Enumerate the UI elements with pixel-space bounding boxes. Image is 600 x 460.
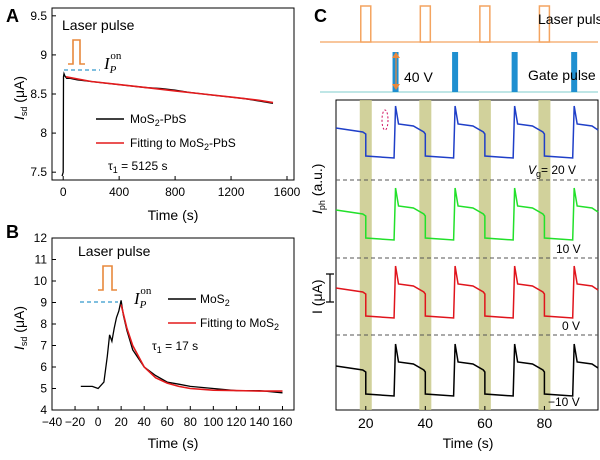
laser-band-3 xyxy=(538,100,551,410)
panel-a-tau: τ1 = 5125 s xyxy=(108,159,167,175)
panel-c-gate-label: Gate pulse xyxy=(528,67,596,83)
panel-b-pulse-icon xyxy=(98,265,117,291)
gate-pulse-2 xyxy=(511,52,518,92)
panel-c-series-label-0: Vg= 20 V xyxy=(528,163,576,179)
panel-a-legend-label-0: MoS2-PbS xyxy=(130,112,186,128)
panel-c-xlabel: Time (s) xyxy=(443,435,494,451)
panel-b-xtick-6: 80 xyxy=(184,415,198,429)
panel-b-series-1 xyxy=(120,304,283,392)
panel-a: A 0 400 800 1200 1600 7.5 8 8.5 9 9.5 Laser pulse… xyxy=(6,6,301,223)
gate-pulse-3 xyxy=(571,52,578,92)
panel-a-xtick-4: 1600 xyxy=(274,185,301,199)
laser-band-0 xyxy=(359,100,372,410)
panel-c-series-label-1: 10 V xyxy=(556,242,581,256)
panel-b-xtick-8: 120 xyxy=(226,415,246,429)
panel-c-xtick-2: 60 xyxy=(477,415,493,431)
panel-b-xtick-1: −20 xyxy=(65,415,86,429)
panel-b-xtick-5: 60 xyxy=(161,415,175,429)
panel-a-ytick-0: 7.5 xyxy=(30,165,47,179)
panel-b-ytick-6: 10 xyxy=(34,274,48,288)
panel-b-ytick-8: 12 xyxy=(34,231,48,245)
panel-b-ylabel: Isd (μA) xyxy=(11,306,29,350)
panel-b-legend-label-1: Fitting to MoS2 xyxy=(200,316,279,332)
panel-c-xtick-0: 20 xyxy=(358,415,374,431)
panel-c-highlight-ellipse xyxy=(381,109,389,131)
trace-2 xyxy=(335,265,599,319)
laser-pulse-1 xyxy=(419,5,432,43)
panel-c-series-label-2: 0 V xyxy=(562,319,580,333)
panel-b-ytick-0: 4 xyxy=(40,403,47,417)
panel-b-xtick-7: 100 xyxy=(203,415,223,429)
panel-c-letter: C xyxy=(314,6,327,26)
panel-c-series-label-3: −10 V xyxy=(548,395,580,409)
panel-b-tau: τ1 = 17 s xyxy=(152,339,198,355)
laser-band-2 xyxy=(478,100,491,410)
panel-b-ytick-1: 5 xyxy=(40,382,47,396)
panel-b-xlabel: Time (s) xyxy=(148,435,199,451)
panel-a-ytick-4: 9.5 xyxy=(30,9,47,23)
panel-b-annotation: Laser pulse xyxy=(78,243,151,259)
panel-b-ytick-7: 11 xyxy=(35,253,48,267)
panel-b-ytick-2: 6 xyxy=(40,360,47,374)
panel-a-series-1 xyxy=(65,76,274,104)
panel-c: C Laser pulse Gate pulse 40 V 20 40 60 80 V… xyxy=(309,5,600,451)
panel-b-xtick-0: −40 xyxy=(42,415,63,429)
panel-c-gate-amplitude: 40 V xyxy=(404,69,433,85)
panel-a-peak-label: IPon xyxy=(103,50,122,76)
panel-b-ytick-3: 7 xyxy=(40,339,47,353)
panel-a-letter: A xyxy=(6,6,19,26)
panel-c-scale-bar xyxy=(326,273,334,303)
panel-c-ylabel: Iph (a.u.) xyxy=(309,164,327,214)
panel-b-letter: B xyxy=(6,222,19,242)
panel-b-xtick-4: 40 xyxy=(138,415,152,429)
panel-a-frame xyxy=(51,7,295,181)
laser-pulse-2 xyxy=(479,5,491,43)
panel-a-xlabel: Time (s) xyxy=(148,207,199,223)
panel-b-peak-label: IPon xyxy=(133,285,152,311)
panel-c-frame xyxy=(335,99,599,411)
trace-0 xyxy=(335,105,599,159)
panel-c-xtick-1: 40 xyxy=(418,415,434,431)
laser-pulse-3 xyxy=(538,5,551,43)
laser-band-1 xyxy=(419,100,432,410)
panel-c-laser-label: Laser pulse xyxy=(538,11,600,27)
panel-a-xtick-1: 400 xyxy=(109,185,129,199)
panel-a-ytick-3: 9 xyxy=(40,48,47,62)
panel-a-xtick-2: 800 xyxy=(165,185,185,199)
panel-c-scale-label: I (μA) xyxy=(309,279,325,314)
panel-a-xtick-3: 1200 xyxy=(218,185,245,199)
panel-b: B −40 −20 0 20 40 60 80 100 120 140 160 4 5 6 7 8 9 10 11 1… xyxy=(6,222,295,451)
panel-a-ylabel: Isd (μA) xyxy=(11,76,29,120)
panel-a-pulse-icon xyxy=(68,39,85,65)
trace-1 xyxy=(335,187,599,241)
panel-a-ytick-1: 8 xyxy=(40,126,47,140)
panel-a-annotation: Laser pulse xyxy=(62,17,135,33)
panel-b-ytick-4: 8 xyxy=(40,317,47,331)
panel-b-legend-label-0: MoS2 xyxy=(200,292,230,308)
panel-b-xtick-3: 20 xyxy=(114,415,128,429)
panel-a-legend-label-1: Fitting to MoS2-PbS xyxy=(130,136,236,152)
panel-b-ytick-5: 9 xyxy=(40,296,47,310)
gate-pulse-1 xyxy=(452,52,459,92)
panel-b-xtick-2: 0 xyxy=(95,415,102,429)
panel-a-ytick-2: 8.5 xyxy=(30,87,47,101)
panel-a-xtick-0: 0 xyxy=(60,185,67,199)
trace-3 xyxy=(335,343,599,397)
panel-b-xtick-9: 140 xyxy=(249,415,269,429)
panel-b-xtick-10: 160 xyxy=(272,415,292,429)
panel-c-xtick-3: 80 xyxy=(537,415,553,431)
laser-pulse-0 xyxy=(360,5,372,43)
